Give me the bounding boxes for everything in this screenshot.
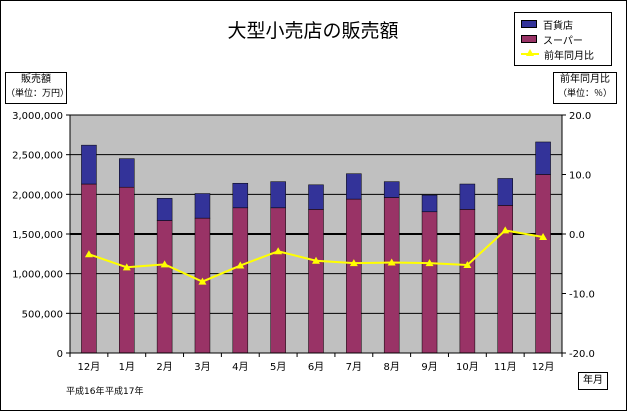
yoy-marker [198, 277, 207, 285]
legend-item-department: 百貨店 [521, 17, 573, 32]
x-tick-label: 2月 [156, 361, 172, 373]
bar-department [270, 181, 286, 209]
right-tick-label: 20.0 [569, 111, 591, 122]
bar-supermarket [346, 198, 362, 354]
legend-item-supermarket: スーパー [521, 32, 583, 47]
right-axis-title-box: 前年同月比 （単位：％） [553, 72, 617, 104]
bar-department [232, 182, 249, 209]
era-label-1: 平成16年 [66, 385, 104, 397]
left-tick-label: 1,000,000 [12, 270, 63, 281]
x-tick-label: 12月 [532, 361, 555, 373]
yoy-marker [274, 247, 283, 255]
yoy-marker [539, 232, 548, 240]
bar-department [81, 144, 97, 185]
left-axis-title-box: 販売額 （単位：万円） [5, 72, 70, 104]
left-tick-label: 500,000 [22, 309, 63, 320]
x-axis-title-box: 年月 [578, 372, 608, 390]
x-tick-label: 4月 [232, 361, 248, 373]
yoy-marker [236, 261, 245, 269]
legend-item-yoy: 前年同月比 [521, 47, 594, 62]
x-tick-label: 6月 [308, 361, 324, 373]
legend-label-department: 百貨店 [543, 20, 573, 32]
yoy-marker [387, 258, 396, 266]
right-tick-label: -20.0 [569, 349, 595, 360]
bar-supermarket [383, 197, 400, 354]
bar-department [156, 198, 173, 221]
bar-supermarket [459, 209, 476, 354]
legend-swatch-department [521, 20, 537, 28]
x-tick-label: 11月 [494, 361, 517, 373]
x-axis-title: 年月 [583, 375, 603, 386]
yoy-marker [425, 259, 434, 267]
x-tick-label: 1月 [119, 361, 135, 373]
left-axis-title-line1: 販売額 [21, 74, 51, 85]
bar-department [194, 193, 211, 219]
left-tick-label: 1,500,000 [12, 230, 63, 241]
bar-supermarket [421, 211, 438, 354]
bar-supermarket [194, 217, 211, 354]
left-tick-label: 2,000,000 [12, 190, 63, 201]
legend: 百貨店 スーパー 前年同月比 [514, 12, 612, 66]
yoy-marker [463, 260, 472, 268]
left-axis-title-line2: （単位：万円） [6, 89, 70, 99]
legend-label-yoy: 前年同月比 [544, 50, 594, 62]
bar-supermarket [535, 174, 551, 354]
yoy-marker [122, 263, 131, 271]
x-tick-label: 5月 [270, 361, 286, 373]
bar-department [535, 141, 551, 175]
chart-title: 大型小売店の販売額 [227, 20, 398, 42]
right-axis-title-line2: （単位：％） [557, 89, 612, 99]
legend-swatch-yoy [521, 49, 539, 59]
right-axis-title-line1: 前年同月比 [560, 74, 610, 85]
bar-department [421, 194, 438, 213]
yoy-marker [349, 259, 358, 267]
bar-department [383, 181, 400, 198]
right-tick-label: 0.0 [569, 230, 585, 241]
yoy-marker [84, 250, 93, 258]
legend-label-supermarket: スーパー [543, 35, 583, 47]
yoy-marker [160, 260, 169, 268]
right-tick-label: -10.0 [569, 290, 595, 301]
bar-supermarket [308, 209, 324, 354]
left-tick-label: 3,000,000 [12, 111, 63, 122]
bar-department [119, 158, 135, 188]
left-tick-label: 0 [57, 349, 63, 360]
x-tick-label: 7月 [346, 361, 362, 373]
bar-supermarket [270, 207, 286, 354]
bar-supermarket [232, 207, 249, 354]
bar-department [497, 178, 513, 206]
legend-swatch-supermarket [521, 35, 537, 43]
bar-department [308, 184, 324, 210]
yoy-marker [312, 256, 320, 264]
bar-department [346, 173, 362, 200]
x-tick-label: 10月 [456, 361, 479, 373]
x-tick-label: 9月 [421, 361, 437, 373]
bar-supermarket [81, 183, 97, 354]
x-tick-label: 8月 [384, 361, 400, 373]
x-tick-label: 12月 [78, 361, 101, 373]
x-tick-label: 3月 [194, 361, 210, 373]
bar-supermarket [156, 220, 173, 354]
right-tick-label: 10.0 [569, 171, 591, 182]
left-tick-label: 2,500,000 [12, 151, 63, 162]
bar-department [459, 183, 476, 210]
era-label-2: 平成17年 [105, 385, 143, 397]
yoy-marker [501, 226, 510, 234]
